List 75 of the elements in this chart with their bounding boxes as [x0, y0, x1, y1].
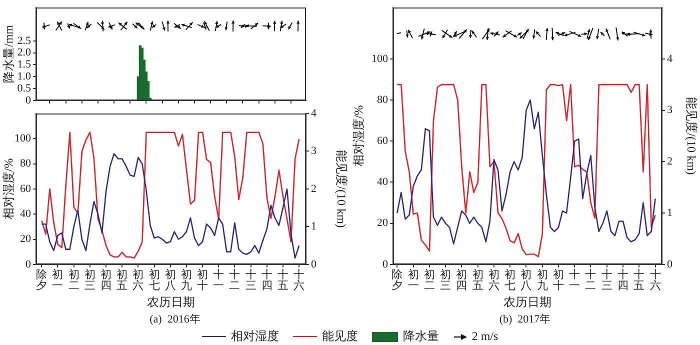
x-tick-label: 十五: [277, 268, 288, 292]
y2-tick-label: 2: [311, 182, 316, 195]
x-tick-label: 初十: [552, 268, 564, 292]
x-tick-label: 十一: [569, 268, 580, 292]
x-tick-label: 十二: [229, 268, 240, 292]
x-tick-label: 初六: [132, 268, 144, 292]
y2-tick-label: 3: [311, 145, 317, 158]
x-tick-label: 除夕: [36, 268, 48, 292]
y2-tick-label: 2: [667, 156, 672, 168]
x-tick-label: 初五: [116, 268, 128, 292]
y-tick-label: 40: [20, 208, 32, 220]
x-tick-label: 初七: [148, 268, 160, 292]
y-tick-label: 2.5: [17, 34, 32, 47]
y-tick-label: 20: [377, 217, 388, 230]
y2-tick-label: 4: [311, 107, 317, 120]
x-tick-label: 初八: [520, 268, 532, 292]
legend-label: 降水量: [402, 328, 439, 345]
text: (b) 2017年: [499, 313, 551, 326]
y-axis-title: 相对湿度/%: [1, 158, 16, 220]
x-tick-label: 十二: [585, 268, 596, 292]
x-tick-label: 除夕: [392, 268, 403, 292]
x-tick-label: 十四: [261, 268, 272, 292]
y-tick-label: 2.0: [17, 46, 32, 59]
legend-label: 能见度: [322, 328, 358, 345]
y2-axis-title: 能见度/(10 km): [334, 150, 349, 228]
x-tick-label: 十三: [245, 268, 256, 292]
x-tick-label: 初五: [472, 268, 484, 292]
y-tick-label: 80: [377, 94, 388, 106]
x-tick-label: 初七: [504, 268, 516, 292]
x-tick-label: 初一: [52, 268, 64, 292]
x-axis-title: 农历日期: [504, 294, 552, 309]
text: 2 m/s: [472, 329, 498, 344]
x-tick-label: 初六: [488, 268, 500, 292]
y-tick-label: 100: [372, 52, 388, 65]
y-tick-label: 0: [26, 94, 32, 106]
y-tick-label: 100: [14, 132, 32, 145]
y-axis-title: 相对湿度/%: [351, 105, 366, 167]
y-axis-title: 降水量/mm: [1, 24, 16, 84]
x-tick-label: 十六: [294, 268, 305, 292]
y2-tick-label: 0: [667, 258, 673, 270]
y-tick-label: 60: [20, 182, 32, 195]
x-tick-label: 初三: [84, 268, 96, 292]
x-tick-label: 初八: [164, 268, 176, 292]
x-tick-label: 十三: [601, 268, 612, 292]
y2-tick-label: 0: [311, 258, 317, 270]
y-tick-label: 1.5: [17, 58, 32, 71]
x-tick-label: 初九: [536, 268, 548, 292]
x-tick-label: 十五: [634, 268, 645, 292]
x-tick-label: 初一: [408, 268, 419, 292]
text: (a) 2016年: [150, 313, 200, 326]
y-tick-label: 1.0: [17, 70, 32, 83]
x-tick-label: 初四: [456, 268, 468, 292]
y-tick-label: 0: [26, 258, 32, 270]
y2-tick-label: 4: [667, 52, 673, 65]
legend-label: 相对湿度: [230, 328, 279, 345]
y2-axis-title: 能见度/(10 km): [684, 97, 699, 175]
y-tick-label: 60: [377, 134, 388, 147]
x-tick-label: 十四: [618, 268, 629, 292]
x-tick-label: 初九: [180, 268, 192, 292]
y-tick-label: 80: [20, 158, 32, 170]
x-tick-label: 初二: [68, 268, 80, 292]
x-tick-label: 十六: [650, 268, 661, 292]
y-tick-label: 0: [382, 258, 388, 270]
x-axis-title: 农历日期: [147, 294, 195, 309]
x-tick-label: 十一: [213, 268, 224, 292]
y2-tick-label: 1: [311, 220, 316, 233]
x-tick-label: 初三: [440, 268, 452, 292]
y-tick-label: 20: [20, 233, 32, 246]
y2-tick-label: 3: [667, 104, 673, 116]
y-tick-label: 40: [377, 176, 388, 188]
x-tick-label: 初二: [424, 268, 435, 292]
y-tick-label: 0.5: [17, 82, 32, 94]
x-tick-label: 初四: [100, 268, 112, 292]
y2-tick-label: 1: [667, 206, 672, 219]
x-tick-label: 初十: [197, 268, 208, 292]
